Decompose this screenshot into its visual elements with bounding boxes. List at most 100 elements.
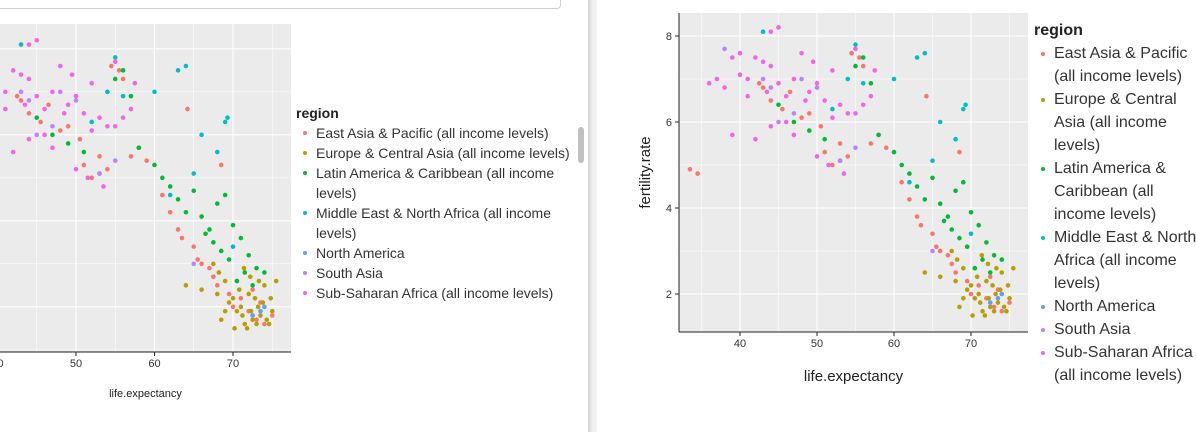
data-point — [979, 253, 985, 258]
data-point — [207, 265, 212, 271]
legend-item: North America — [296, 243, 576, 263]
data-point — [830, 115, 835, 120]
toolbar-edge — [0, 0, 561, 9]
data-point — [50, 123, 55, 129]
data-point — [175, 68, 181, 73]
data-point — [10, 149, 16, 155]
data-point — [26, 76, 32, 82]
legend-item: South Asia — [1034, 318, 1196, 341]
legend-item: Sub-Saharan Africa (all income levels) — [1034, 341, 1196, 387]
data-point — [814, 154, 820, 159]
data-point — [957, 149, 962, 155]
data-point — [922, 197, 928, 202]
data-point — [783, 93, 789, 99]
data-point — [183, 283, 189, 288]
data-point — [822, 149, 827, 155]
data-point — [185, 106, 190, 112]
data-point — [50, 89, 55, 95]
legend-key-icon — [1041, 167, 1045, 171]
data-point — [252, 295, 258, 301]
legend-item: East Asia & Pacific (all income levels) — [296, 123, 576, 143]
data-point — [77, 136, 83, 142]
data-point — [976, 291, 981, 297]
legend-items: East Asia & Pacific (all income levels) E… — [296, 123, 576, 303]
legend-label: North America — [1054, 298, 1156, 315]
data-point — [18, 42, 24, 47]
data-point — [230, 244, 236, 249]
data-point — [254, 317, 259, 323]
data-point — [266, 321, 272, 327]
data-point — [872, 68, 878, 73]
left-legend: region East Asia & Pacific (all income l… — [296, 103, 576, 303]
data-point — [1005, 283, 1011, 288]
scrollbar-thumb[interactable] — [578, 127, 584, 163]
data-point — [250, 313, 255, 318]
data-point — [269, 308, 275, 314]
data-point — [993, 291, 998, 297]
data-point — [914, 184, 920, 189]
x-axis-label: life.expectancy — [109, 388, 182, 400]
data-point — [745, 76, 750, 82]
data-point — [930, 248, 935, 254]
data-point — [961, 179, 966, 185]
data-point — [120, 93, 126, 99]
data-point — [26, 98, 32, 103]
data-point — [255, 304, 261, 310]
data-point — [58, 63, 63, 69]
data-point — [764, 89, 770, 95]
data-point — [899, 162, 904, 168]
data-point — [964, 278, 970, 284]
data-point — [242, 270, 248, 275]
data-point — [81, 162, 87, 168]
data-point — [760, 85, 766, 90]
legend-title: region — [1034, 22, 1083, 39]
data-point — [120, 68, 126, 73]
legend-label: Europe & Central Asia (all income levels… — [316, 145, 570, 161]
data-point — [256, 278, 262, 284]
data-point — [38, 119, 43, 125]
legend-item: Latin America & Caribbean (all income le… — [1034, 157, 1196, 226]
data-point — [868, 81, 874, 86]
data-point — [167, 209, 173, 215]
legend-item: Europe & Central Asia (all income levels… — [1034, 88, 1196, 157]
data-point — [89, 175, 94, 181]
pane-divider[interactable] — [588, 0, 597, 432]
data-point — [995, 300, 1001, 305]
legend-item: North America — [1034, 295, 1196, 318]
data-point — [968, 210, 974, 215]
data-point — [218, 317, 224, 323]
data-point — [112, 76, 118, 82]
data-point — [89, 80, 94, 86]
data-point — [195, 257, 200, 262]
data-point — [215, 283, 220, 288]
data-point — [225, 115, 230, 120]
data-point — [860, 55, 866, 60]
data-point — [254, 265, 259, 271]
data-point — [987, 304, 993, 310]
data-point — [937, 248, 943, 254]
data-point — [999, 270, 1005, 275]
data-point — [987, 300, 993, 305]
data-point — [937, 201, 943, 206]
data-point — [258, 308, 263, 314]
data-point — [776, 119, 781, 125]
data-point — [970, 313, 975, 318]
data-point — [990, 283, 995, 288]
data-point — [853, 145, 858, 151]
x-tick-label: 60 — [888, 338, 900, 350]
data-point — [891, 149, 897, 155]
data-point — [937, 119, 943, 125]
data-point — [199, 132, 204, 138]
data-point — [211, 261, 216, 267]
y-tick-label: 4 — [666, 203, 672, 215]
data-point — [722, 46, 727, 52]
data-point — [3, 89, 8, 95]
data-point — [737, 72, 743, 77]
data-point — [199, 214, 204, 219]
data-point — [991, 308, 997, 314]
data-point — [799, 50, 804, 56]
data-point — [730, 55, 735, 60]
data-point — [968, 291, 974, 297]
legend-label: Latin America & Caribbean (all income le… — [316, 165, 555, 201]
data-point — [1007, 296, 1012, 301]
